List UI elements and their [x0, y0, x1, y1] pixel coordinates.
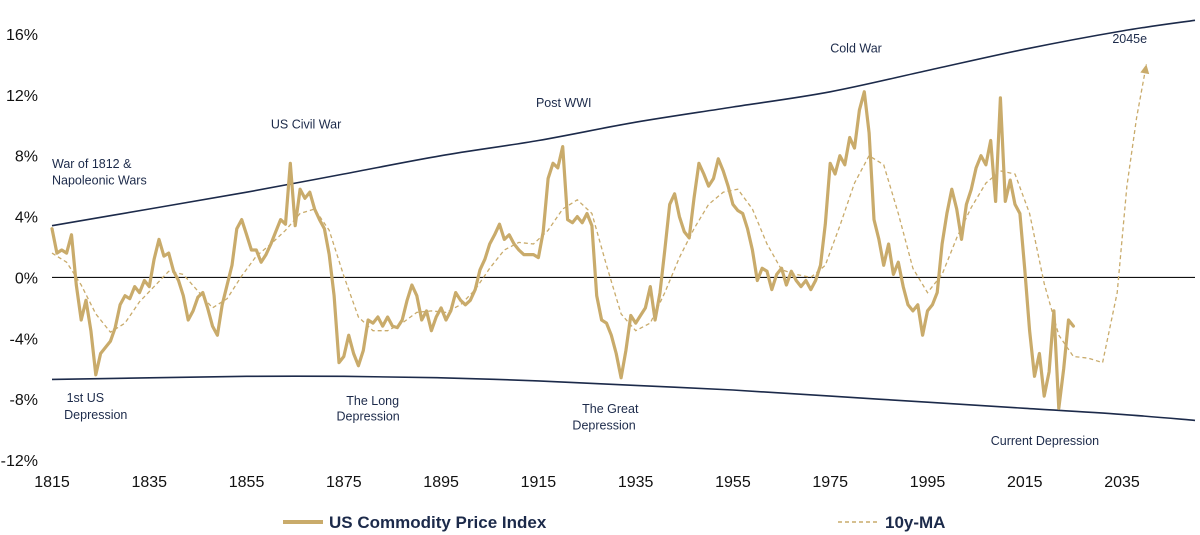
y-tick-label: 12%	[6, 88, 38, 105]
series-10y-ma-arrowhead	[1140, 64, 1150, 75]
annotation-label: US Civil War	[271, 117, 341, 131]
x-tick-label: 2035	[1104, 474, 1140, 491]
legend: US Commodity Price Index 10y-MA	[283, 513, 945, 532]
x-tick-label: 1915	[521, 474, 557, 491]
annotation-label: Depression	[64, 408, 127, 422]
y-tick-label: -12%	[1, 453, 38, 470]
annotation-label: The Long	[346, 394, 399, 408]
x-tick-label: 1935	[618, 474, 654, 491]
annotation-label: 2045e	[1112, 32, 1147, 46]
y-tick-label: 8%	[15, 149, 38, 166]
x-tick-label: 1835	[131, 474, 167, 491]
annotation-label: War of 1812 &	[52, 157, 132, 171]
x-tick-label: 2015	[1007, 474, 1043, 491]
x-tick-label: 1855	[229, 474, 265, 491]
y-tick-label: -8%	[10, 392, 38, 409]
series-us-commodity-price-index-line	[50, 90, 1075, 410]
x-tick-label: 1955	[715, 474, 751, 491]
annotation-label: Napoleonic Wars	[52, 174, 147, 188]
y-tick-label: -4%	[10, 331, 38, 348]
annotation-label: Current Depression	[991, 434, 1099, 448]
annotation-label: 1st US	[67, 391, 105, 405]
x-tick-label: 1875	[326, 474, 362, 491]
legend-label-price-index: US Commodity Price Index	[329, 513, 547, 532]
annotation-label: Depression	[337, 409, 400, 423]
y-tick-label: 4%	[15, 210, 38, 227]
x-tick-label: 1995	[910, 474, 946, 491]
annotation-label: Depression	[572, 419, 635, 433]
y-tick-label: 0%	[15, 270, 38, 287]
annotation-label: Cold War	[830, 41, 882, 55]
upper-channel-line	[51, 19, 1196, 227]
series-10y-ma-line	[51, 64, 1148, 364]
annotation-label: Post WWI	[536, 96, 592, 110]
lower-channel-line	[51, 375, 1196, 422]
x-tick-label: 1815	[34, 474, 70, 491]
x-tick-label: 1975	[812, 474, 848, 491]
annotation-label: The Great	[582, 402, 639, 416]
legend-label-10y-ma: 10y-MA	[885, 513, 945, 532]
y-tick-label: 16%	[6, 27, 38, 44]
x-tick-label: 1895	[423, 474, 459, 491]
